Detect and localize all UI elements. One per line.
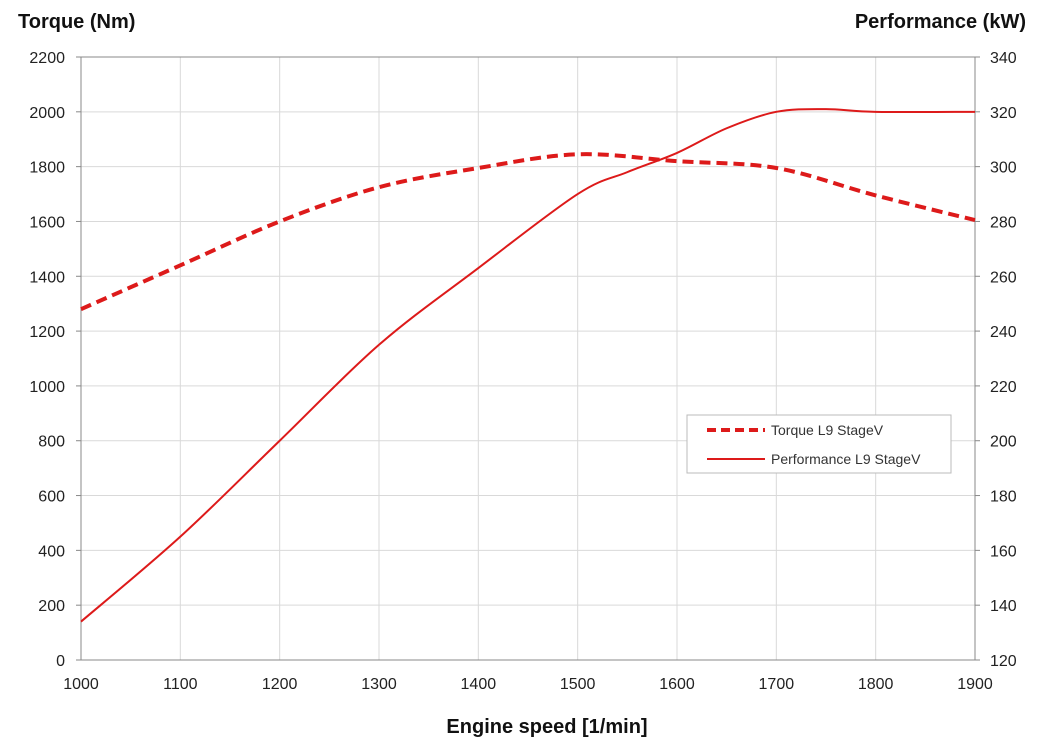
- right-axis-title: Performance (kW): [855, 11, 1026, 33]
- legend-label-torque: Torque L9 StageV: [771, 422, 884, 438]
- x-tick-label: 1000: [63, 676, 99, 693]
- left-tick-label: 1600: [29, 214, 65, 231]
- x-tick-label: 1500: [560, 676, 596, 693]
- left-axis-ticks: 0 200 400 600 800 1000 1200 1400 1600 1800 2000 220…: [29, 50, 81, 670]
- x-tick-label: 1700: [759, 676, 795, 693]
- legend-label-performance: Performance L9 StageV: [771, 451, 921, 467]
- performance-line: [80, 108, 976, 623]
- left-tick-label: 400: [38, 543, 65, 560]
- x-tick-label: 1900: [957, 676, 993, 693]
- right-axis-ticks: 120 140 160 180 200 220 240 260 280 300 320 340: [975, 50, 1017, 670]
- right-tick-label: 200: [990, 434, 1017, 451]
- right-tick-label: 300: [990, 160, 1017, 177]
- right-tick-label: 160: [990, 543, 1017, 560]
- left-tick-label: 1400: [29, 269, 65, 286]
- left-axis-title: Torque (Nm): [18, 11, 135, 33]
- x-tick-label: 1300: [361, 676, 397, 693]
- right-tick-label: 180: [990, 489, 1017, 506]
- left-tick-label: 1200: [29, 324, 65, 341]
- right-tick-label: 240: [990, 324, 1017, 341]
- x-tick-label: 1600: [659, 676, 695, 693]
- left-tick-label: 200: [38, 598, 65, 615]
- left-tick-label: 800: [38, 434, 65, 451]
- grid: [80, 56, 976, 661]
- x-tick-label: 1200: [262, 676, 298, 693]
- x-tick-label: 1800: [858, 676, 894, 693]
- right-tick-label: 280: [990, 214, 1017, 231]
- x-axis-ticks: 1000 1100 1200 1300 1400 1500 1600 1700 1800 1900: [63, 676, 993, 693]
- right-tick-label: 140: [990, 598, 1017, 615]
- right-tick-label: 340: [990, 50, 1017, 67]
- legend-box: [686, 414, 952, 474]
- right-tick-label: 120: [990, 653, 1017, 670]
- right-tick-label: 260: [990, 269, 1017, 286]
- x-tick-label: 1100: [163, 676, 198, 693]
- left-tick-label: 1800: [29, 160, 65, 177]
- left-tick-label: 2200: [29, 50, 65, 67]
- legend: Torque L9 StageV Performance L9 StageV: [686, 414, 952, 474]
- right-tick-label: 320: [990, 105, 1017, 122]
- torque-line: [80, 152, 976, 311]
- series-layer: [80, 108, 976, 623]
- left-tick-label: 2000: [29, 105, 65, 122]
- x-axis-title: Engine speed [1/min]: [446, 716, 647, 738]
- plot-area: [80, 56, 976, 661]
- left-tick-label: 1000: [29, 379, 65, 396]
- left-tick-label: 0: [56, 653, 65, 670]
- right-tick-label: 220: [990, 379, 1017, 396]
- x-tick-label: 1400: [461, 676, 497, 693]
- left-tick-label: 600: [38, 489, 65, 506]
